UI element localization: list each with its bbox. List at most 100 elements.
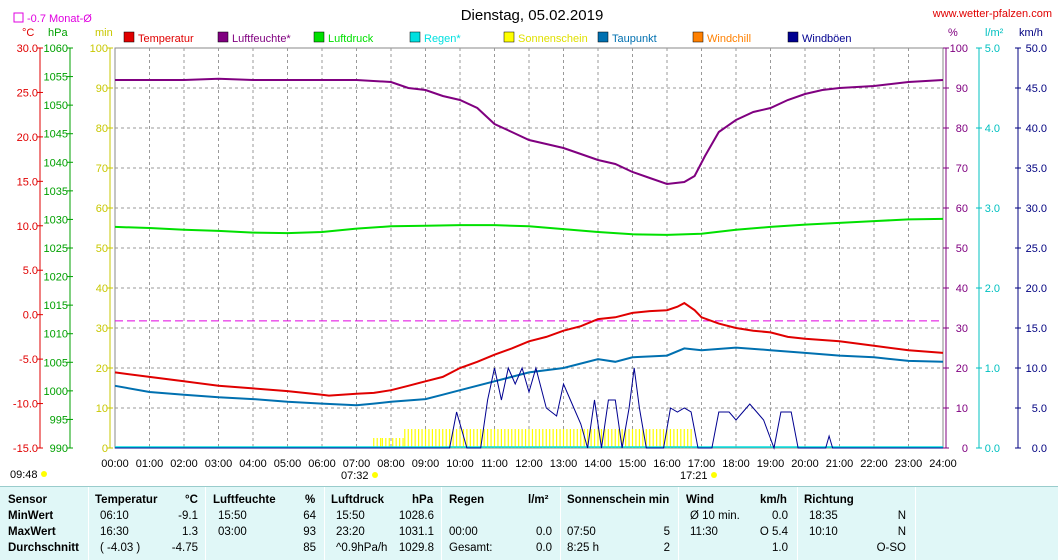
humidity-tick-label: 0 bbox=[962, 443, 968, 455]
series-luftdruck bbox=[114, 217, 944, 236]
rain-tick-label: 5.0 bbox=[985, 43, 1000, 55]
sunshine-tick-label: 20 bbox=[96, 363, 108, 375]
pressure-tick-label: 1040 bbox=[44, 157, 68, 169]
pressure-tick-label: 1030 bbox=[44, 214, 68, 226]
table-cell: 8:25 h bbox=[567, 542, 599, 554]
legend-label: Windchill bbox=[707, 33, 751, 45]
header-temp: Temperatur bbox=[95, 494, 158, 506]
pressure-tick-label: 1005 bbox=[44, 357, 68, 369]
x-tick-label: 20:00 bbox=[791, 458, 819, 470]
sunshine-tick-label: 80 bbox=[96, 123, 108, 135]
x-tick-label: 09:00 bbox=[412, 458, 440, 470]
table-cell: 2 bbox=[663, 542, 670, 554]
header-humidity: Luftfeuchte bbox=[213, 494, 276, 506]
wind-tick-label: 10.0 bbox=[1026, 363, 1047, 375]
table-cell: MinWert bbox=[8, 510, 54, 522]
pressure-tick-label: 1015 bbox=[44, 300, 68, 312]
wind-tick-label: 5.0 bbox=[1032, 403, 1047, 415]
axis-unit: min bbox=[95, 27, 113, 39]
table-cell: 1029.8 bbox=[398, 542, 434, 554]
temp-tick-label: -5.0 bbox=[19, 354, 38, 366]
humidity-tick-label: 30 bbox=[956, 323, 968, 335]
humidity-tick-label: 80 bbox=[956, 123, 968, 135]
pressure-tick-label: 1010 bbox=[44, 329, 68, 341]
table-cell: O 5.4 bbox=[759, 526, 788, 538]
table-cell: 10:10 bbox=[809, 526, 838, 538]
x-tick-label: 00:00 bbox=[101, 458, 129, 470]
sunshine-tick-label: 90 bbox=[96, 83, 108, 95]
temp-tick-label: 25.0 bbox=[17, 87, 38, 99]
x-tick-label: 10:00 bbox=[446, 458, 474, 470]
table-cell: ^0.9hPa/h bbox=[336, 542, 388, 554]
temp-tick-label: 10.0 bbox=[17, 221, 38, 233]
legend-label: Luftfeuchte* bbox=[232, 33, 291, 45]
table-cell: 1028.6 bbox=[398, 510, 434, 522]
pressure-tick-label: 1035 bbox=[44, 186, 68, 198]
header-pressure-unit: hPa bbox=[412, 494, 434, 506]
wind-tick-label: 0.0 bbox=[1032, 443, 1047, 455]
sunshine-tick-label: 10 bbox=[96, 403, 108, 415]
stats-table: Sensor Temperatur °C Luftfeuchte % Luftd… bbox=[0, 486, 1058, 560]
wind-tick-label: 40.0 bbox=[1026, 123, 1047, 135]
wind-tick-label: 15.0 bbox=[1026, 323, 1047, 335]
sunset-label: 17:21 bbox=[680, 470, 708, 482]
x-tick-label: 11:00 bbox=[481, 458, 508, 470]
temp-tick-label: 30.0 bbox=[17, 43, 38, 55]
x-tick-label: 22:00 bbox=[860, 458, 888, 470]
table-cell: 0.0 bbox=[536, 542, 552, 554]
humidity-tick-label: 70 bbox=[956, 163, 968, 175]
table-cell: MaxWert bbox=[8, 526, 56, 538]
pressure-tick-label: 995 bbox=[50, 414, 68, 426]
x-tick-label: 03:00 bbox=[205, 458, 233, 470]
table-cell: 1031.1 bbox=[398, 526, 434, 538]
x-tick-label: 01:00 bbox=[136, 458, 164, 470]
pressure-tick-label: 1060 bbox=[44, 43, 68, 55]
table-cell: N bbox=[897, 510, 906, 522]
wind-tick-label: 20.0 bbox=[1026, 283, 1047, 295]
x-tick-label: 12:00 bbox=[515, 458, 543, 470]
table-cell: 15:50 bbox=[336, 510, 365, 522]
sunshine-tick-label: 70 bbox=[96, 163, 108, 175]
daylength-label: 09:48 bbox=[10, 469, 38, 481]
rain-tick-label: 0.0 bbox=[985, 443, 1000, 455]
series-taupunkt bbox=[114, 346, 944, 407]
x-tick-label: 24:00 bbox=[929, 458, 957, 470]
x-tick-label: 13:00 bbox=[550, 458, 578, 470]
rain-tick-label: 3.0 bbox=[985, 203, 1000, 215]
x-tick-label: 02:00 bbox=[170, 458, 198, 470]
table-cell: 00:00 bbox=[449, 526, 478, 538]
pressure-tick-label: 1020 bbox=[44, 272, 68, 284]
legend-swatch bbox=[313, 31, 325, 43]
table-cell: 0.0 bbox=[772, 510, 788, 522]
table-cell: 93 bbox=[303, 526, 316, 538]
header-sunshine: Sonnenschein min bbox=[567, 494, 670, 506]
table-cell: 07:50 bbox=[567, 526, 596, 538]
rain-tick-label: 4.0 bbox=[985, 123, 1000, 135]
table-cell: 18:35 bbox=[809, 510, 838, 522]
rain-tick-label: 1.0 bbox=[985, 363, 1000, 375]
table-cell: 85 bbox=[303, 542, 316, 554]
x-tick-label: 06:00 bbox=[308, 458, 336, 470]
header-wind: Wind bbox=[686, 494, 714, 506]
weather-chart: 30.0 25.0 20.0 15.0 10.0 5.0 0.0 -5.0 -10.0 -15.0… bbox=[10, 7, 1052, 482]
legend-swatch bbox=[503, 31, 515, 43]
legend-label: Windböen bbox=[802, 33, 852, 45]
table-cell: -9.1 bbox=[178, 510, 198, 522]
temp-tick-label: 0.0 bbox=[23, 310, 38, 322]
rain-tick-label: 2.0 bbox=[985, 283, 1000, 295]
header-temp-unit: °C bbox=[185, 494, 198, 506]
x-tick-label: 14:00 bbox=[584, 458, 612, 470]
pressure-tick-label: 1025 bbox=[44, 243, 68, 255]
pressure-tick-label: 1000 bbox=[44, 386, 68, 398]
monthly-avg-swatch bbox=[13, 12, 24, 23]
sun-icon bbox=[711, 472, 717, 478]
series-temperatur bbox=[114, 301, 944, 397]
sun-icon bbox=[41, 471, 47, 477]
header-direction: Richtung bbox=[804, 494, 854, 506]
header-wind-unit: km/h bbox=[760, 494, 787, 506]
table-cell: 1.3 bbox=[182, 526, 198, 538]
temp-tick-label: -15.0 bbox=[13, 443, 38, 455]
table-cell: 15:50 bbox=[218, 510, 247, 522]
wind-tick-label: 30.0 bbox=[1026, 203, 1047, 215]
wind-tick-label: 50.0 bbox=[1026, 43, 1047, 55]
